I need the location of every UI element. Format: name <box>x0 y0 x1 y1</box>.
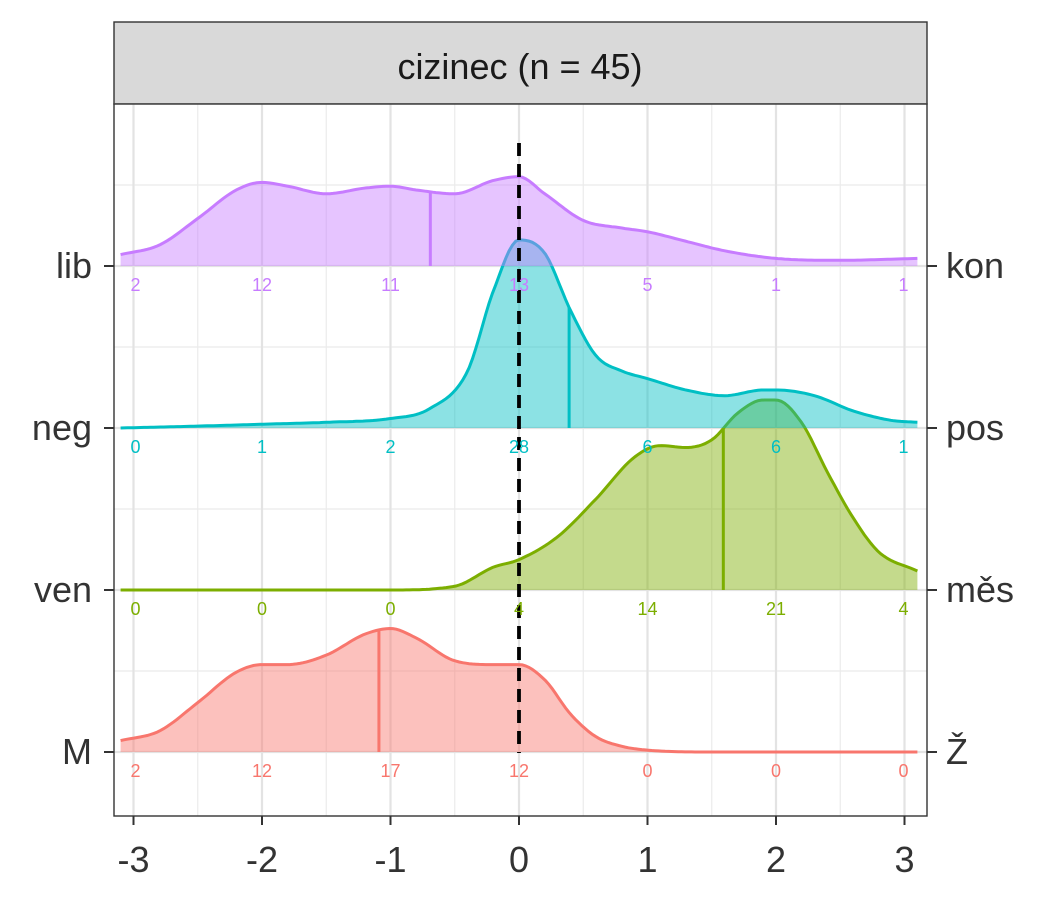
y-label-left: ven <box>34 569 92 610</box>
ridge-line <box>120 398 919 592</box>
y-label-left: neg <box>32 407 92 448</box>
ridge-fill <box>120 400 918 590</box>
count-label: 0 <box>898 761 908 781</box>
count-label: 0 <box>130 437 140 457</box>
count-label: 2 <box>130 275 140 295</box>
count-label: 0 <box>642 761 652 781</box>
ridge-fill <box>120 176 918 266</box>
count-label: 28 <box>509 437 529 457</box>
x-tick-label: -2 <box>246 839 278 880</box>
count-label: 2 <box>385 437 395 457</box>
chart-title: cizinec (n = 45) <box>397 46 642 87</box>
count-label: 4 <box>898 599 908 619</box>
count-label: 0 <box>130 599 140 619</box>
count-label: 13 <box>509 275 529 295</box>
y-label-right: Ž <box>946 731 968 772</box>
count-label: 14 <box>637 599 657 619</box>
count-labels: 2 12 17 12 0 0 00 0 0 4 14 21 40 1 2 28 6 6 12 12 11 13 5 1 1 <box>130 275 908 781</box>
minor-gridlines <box>114 103 927 816</box>
count-label: 0 <box>385 599 395 619</box>
x-axis: -3 -2 -1 0 1 2 3 <box>117 816 915 880</box>
count-label: 0 <box>257 599 267 619</box>
count-label: 12 <box>509 761 529 781</box>
y-label-left: M <box>62 731 92 772</box>
count-label: 11 <box>381 275 400 295</box>
ridge-ven-měs <box>120 398 919 592</box>
x-tick-label: 2 <box>766 839 786 880</box>
count-label: 6 <box>771 437 781 457</box>
count-label: 1 <box>898 437 908 457</box>
ridge-line <box>120 626 918 754</box>
x-tick-label: 3 <box>894 839 914 880</box>
count-label: 0 <box>771 761 781 781</box>
count-label: 5 <box>642 275 652 295</box>
x-tick-label: -3 <box>117 839 149 880</box>
count-label: 1 <box>898 275 908 295</box>
x-tick-label: -1 <box>374 839 406 880</box>
x-tick-label: 1 <box>637 839 657 880</box>
count-label: 12 <box>252 275 272 295</box>
count-label: 6 <box>642 437 652 457</box>
count-label: 2 <box>130 761 140 781</box>
count-label: 4 <box>514 599 524 619</box>
count-label: 17 <box>380 761 400 781</box>
count-label: 12 <box>252 761 272 781</box>
panel-border <box>113 103 928 817</box>
count-label: 1 <box>257 437 267 457</box>
count-label: 1 <box>771 275 781 295</box>
y-label-right: měs <box>946 569 1014 610</box>
facet-strip <box>113 21 928 105</box>
count-label: 21 <box>766 599 786 619</box>
y-label-right: kon <box>946 245 1004 286</box>
y-label-right: pos <box>946 407 1004 448</box>
x-tick-label: 0 <box>509 839 529 880</box>
y-label-left: lib <box>56 245 92 286</box>
